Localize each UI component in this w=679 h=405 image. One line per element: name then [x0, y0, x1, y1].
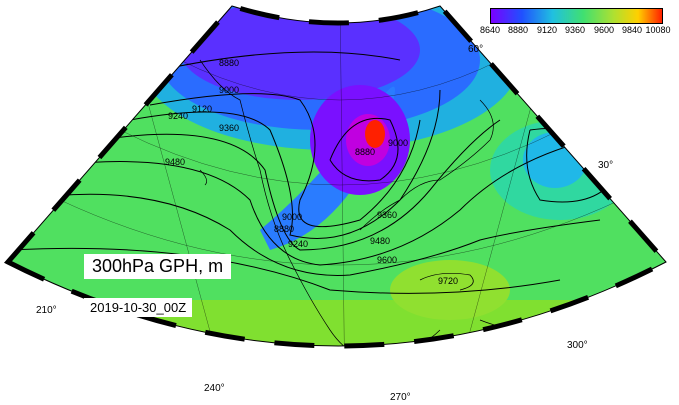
contour-label: 9000 [388, 138, 408, 148]
colorbar [490, 8, 663, 24]
longitude-label: 240° [204, 383, 225, 394]
contour-label: 9480 [165, 157, 185, 167]
contour-label: 9000 [219, 85, 239, 95]
longitude-label: 60° [468, 44, 484, 55]
colorbar-tick: 9120 [536, 25, 558, 35]
colorbar-tick: 9600 [593, 25, 615, 35]
map-title: 300hPa GPH, m [84, 254, 232, 279]
contour-label: 9480 [370, 236, 390, 246]
colorbar-tick: 10080 [645, 25, 671, 35]
contour-label: 8880 [219, 58, 239, 68]
contour-label: 8880 [274, 224, 294, 234]
colorbar-tick: 9840 [621, 25, 643, 35]
longitude-label: 300° [567, 340, 588, 351]
colorbar-tick: 9360 [564, 25, 586, 35]
map-frame-inner [7, 5, 667, 347]
contour-label: 9240 [288, 239, 308, 249]
contour-label-group: 8880 9000 9120 9240 9360 9480 8880 9000 … [165, 58, 458, 286]
contour-label: 9600 [377, 255, 397, 265]
longitude-label: 30° [598, 160, 614, 171]
contour-label: 9120 [192, 104, 212, 114]
contour-label: 9360 [377, 210, 397, 220]
longitude-label: 270° [390, 392, 411, 403]
longitude-label: 210° [36, 305, 57, 316]
colorbar-tick: 8880 [507, 25, 529, 35]
map-date: 2019-10-30_00Z [84, 298, 193, 317]
contour-label: 8880 [355, 147, 375, 157]
contour-lines [9, 51, 621, 294]
contour-label: 9240 [168, 111, 188, 121]
contour-label: 9000 [282, 212, 302, 222]
colorbar-tick: 8640 [479, 25, 501, 35]
contour-label: 9360 [219, 123, 239, 133]
contour-label: 9720 [438, 276, 458, 286]
